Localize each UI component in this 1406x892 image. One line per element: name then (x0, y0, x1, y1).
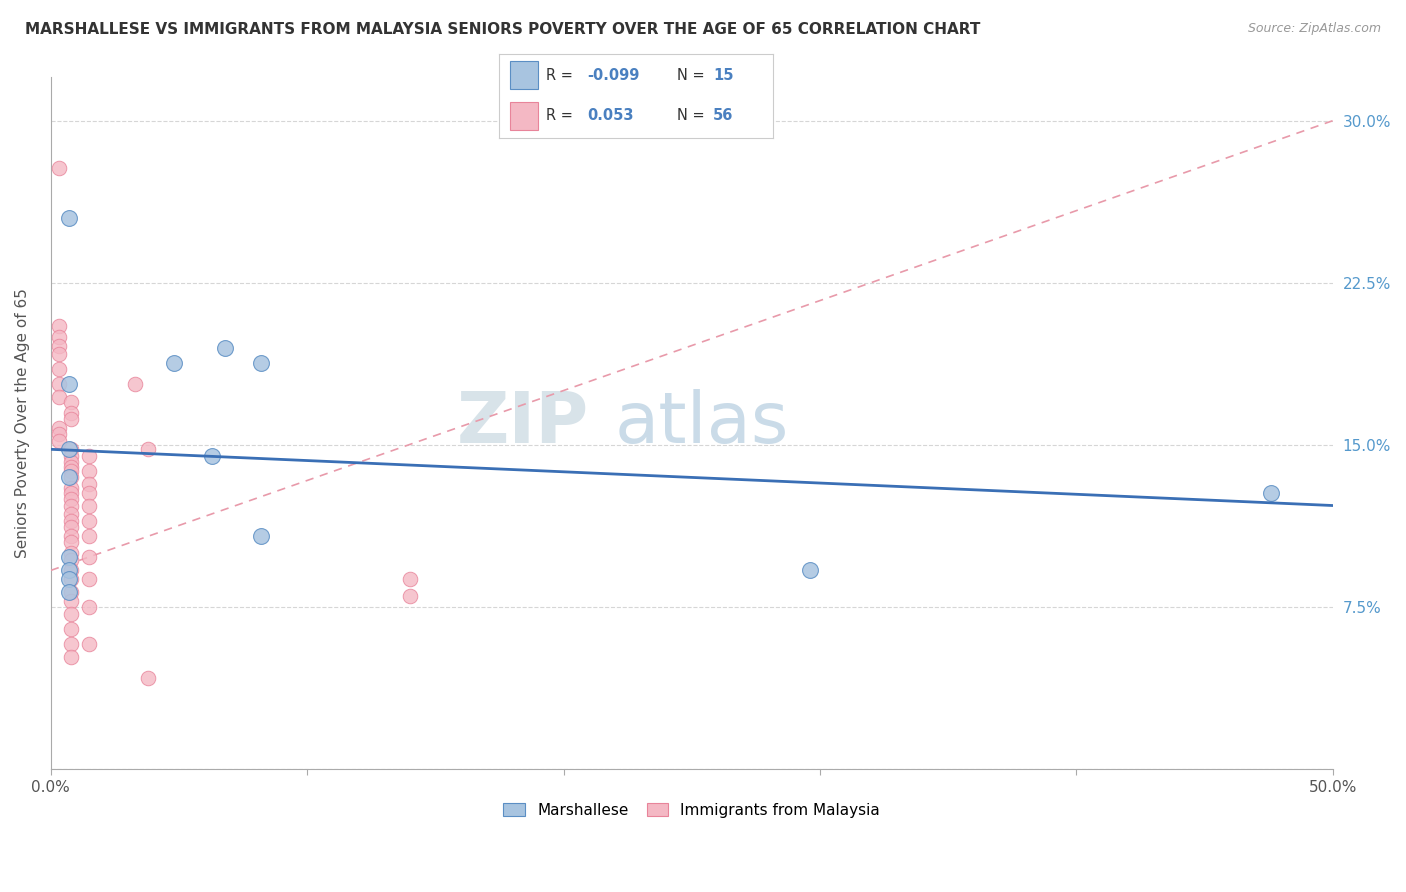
Point (799, 563, 821, 577)
Point (124, 377, 146, 392)
Point (163, 356, 186, 370)
Point (60, 464, 83, 478)
Point (398, 590, 420, 604)
Point (48, 362, 70, 376)
Point (60, 481, 83, 495)
Point (79, 485, 101, 500)
Point (79, 550, 101, 565)
Point (60, 442, 83, 457)
Text: -0.099: -0.099 (586, 68, 640, 83)
Point (60, 459, 83, 474)
Point (250, 356, 273, 370)
Point (60, 507, 83, 521)
Point (79, 600, 101, 615)
Point (60, 593, 83, 607)
Point (79, 529, 101, 543)
Point (60, 585, 83, 599)
Point (58, 563, 80, 577)
Point (79, 499, 101, 513)
Text: 56: 56 (713, 108, 734, 123)
Point (58, 572, 80, 586)
Point (79, 476, 101, 491)
Point (48, 420, 70, 434)
Bar (510, 62, 537, 89)
Point (398, 572, 420, 586)
Point (48, 377, 70, 392)
Point (60, 529, 83, 543)
Point (60, 552, 83, 566)
Point (60, 637, 83, 651)
Point (60, 649, 83, 664)
Legend: Marshallese, Immigrants from Malaysia: Marshallese, Immigrants from Malaysia (498, 797, 886, 824)
Point (58, 377, 80, 392)
Point (60, 514, 83, 528)
Point (58, 442, 80, 457)
Point (58, 470, 80, 484)
Point (214, 341, 236, 355)
Point (136, 672, 159, 686)
Point (60, 607, 83, 621)
Point (60, 455, 83, 469)
Point (60, 412, 83, 426)
Point (48, 347, 70, 361)
Text: Source: ZipAtlas.com: Source: ZipAtlas.com (1247, 22, 1381, 36)
Text: 15: 15 (713, 68, 734, 83)
Point (48, 161, 70, 176)
Point (48, 427, 70, 442)
Point (1260, 485, 1282, 500)
Text: ZIP: ZIP (457, 389, 589, 458)
Point (60, 449, 83, 463)
Point (60, 572, 83, 586)
Point (60, 470, 83, 484)
Point (48, 330, 70, 344)
Point (58, 585, 80, 599)
Point (136, 442, 159, 457)
Point (60, 535, 83, 549)
Text: N =: N = (678, 108, 710, 123)
Bar (510, 102, 537, 130)
Point (60, 546, 83, 560)
Point (79, 449, 101, 463)
Text: atlas: atlas (614, 389, 789, 458)
Point (48, 319, 70, 334)
Point (48, 391, 70, 405)
Point (58, 550, 80, 565)
Point (60, 520, 83, 534)
Text: R =: R = (546, 68, 578, 83)
Point (60, 485, 83, 500)
Point (60, 406, 83, 420)
Text: N =: N = (678, 68, 710, 83)
Point (58, 211, 80, 225)
Y-axis label: Seniors Poverty Over the Age of 65: Seniors Poverty Over the Age of 65 (15, 288, 30, 558)
Point (79, 637, 101, 651)
Point (79, 464, 101, 478)
Point (79, 514, 101, 528)
Point (79, 572, 101, 586)
Text: 0.053: 0.053 (586, 108, 633, 123)
Point (60, 499, 83, 513)
Point (60, 563, 83, 577)
Point (201, 449, 224, 463)
Text: R =: R = (546, 108, 578, 123)
Point (48, 434, 70, 448)
Point (250, 529, 273, 543)
Point (60, 491, 83, 506)
Point (60, 394, 83, 409)
Point (48, 338, 70, 352)
Text: MARSHALLESE VS IMMIGRANTS FROM MALAYSIA SENIORS POVERTY OVER THE AGE OF 65 CORRE: MARSHALLESE VS IMMIGRANTS FROM MALAYSIA … (25, 22, 980, 37)
Point (60, 622, 83, 636)
